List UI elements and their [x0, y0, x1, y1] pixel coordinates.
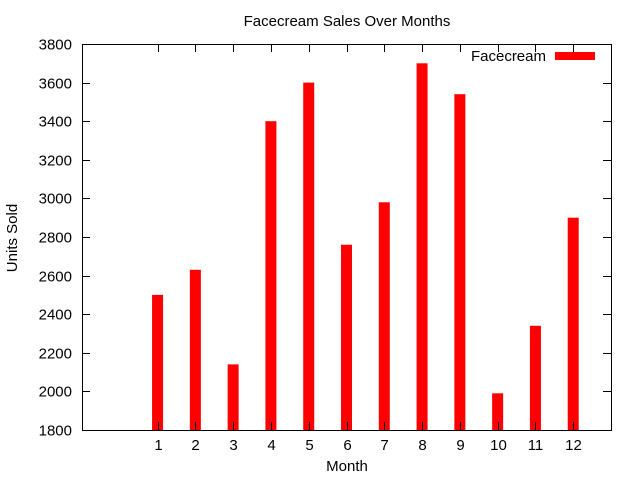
x-tick-label-9: 9 [456, 437, 464, 454]
x-tick-label-12: 12 [565, 437, 582, 454]
legend: Facecream [471, 48, 595, 65]
x-tick-label-5: 5 [305, 437, 313, 454]
y-tick-label-3000: 3000 [39, 191, 72, 208]
bar-month-8 [416, 63, 428, 431]
y-tick-label-2400: 2400 [39, 307, 72, 324]
bar-month-4 [265, 121, 277, 430]
x-tick-label-6: 6 [343, 437, 351, 454]
legend-swatch [555, 52, 595, 60]
x-tick-label-2: 2 [191, 437, 199, 454]
y-tick-label-2000: 2000 [39, 384, 72, 401]
x-tick-label-1: 1 [154, 437, 162, 454]
bar-month-3 [227, 364, 239, 430]
y-tick-label-1800: 1800 [39, 423, 72, 440]
y-axis-label: Units Sold [4, 204, 21, 272]
y-tick-label-2800: 2800 [39, 230, 72, 247]
bars [152, 63, 579, 431]
y-tick-label-3600: 3600 [39, 76, 72, 93]
plot-frame [82, 44, 612, 431]
y-tick-label-2600: 2600 [39, 269, 72, 286]
bar-month-10 [492, 393, 504, 430]
y-axis: 1800 2000 2200 2400 2600 2800 3000 3200 3400 3600… [39, 37, 611, 440]
chart-title: Facecream Sales Over Months [244, 13, 451, 30]
x-axis: 1 2 3 4 5 6 7 8 9 10 11 12 [154, 44, 582, 454]
x-tick-label-3: 3 [229, 437, 237, 454]
x-tick-label-10: 10 [490, 437, 507, 454]
bar-month-6 [341, 244, 352, 430]
x-tick-label-8: 8 [418, 437, 426, 454]
bar-month-12 [567, 217, 579, 430]
bar-month-11 [529, 325, 541, 430]
x-axis-label: Month [326, 458, 368, 475]
bar-month-7 [378, 202, 390, 430]
bar-month-2 [189, 269, 201, 430]
y-tick-label-3200: 3200 [39, 153, 72, 170]
y-tick-label-3800: 3800 [39, 37, 72, 54]
legend-label: Facecream [471, 48, 546, 65]
x-tick-label-7: 7 [380, 437, 388, 454]
bar-month-5 [303, 82, 315, 430]
x-tick-label-4: 4 [267, 437, 275, 454]
bar-month-1 [152, 294, 164, 430]
bar-month-9 [454, 94, 466, 431]
y-tick-label-2200: 2200 [39, 346, 72, 363]
x-tick-label-11: 11 [528, 437, 544, 454]
y-tick-label-3400: 3400 [39, 114, 72, 131]
